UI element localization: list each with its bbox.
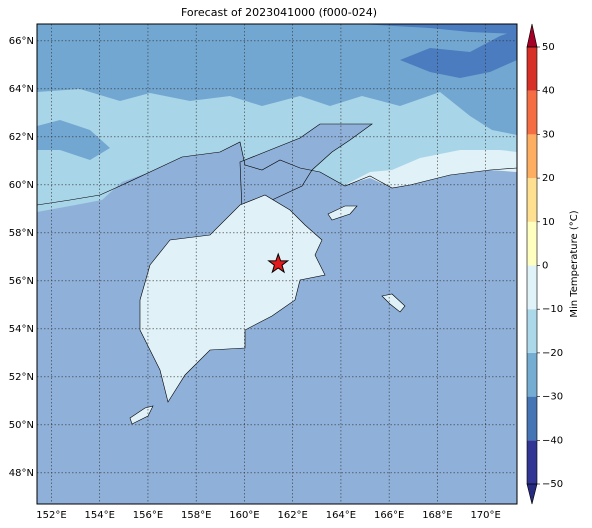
colder-patch bbox=[37, 120, 110, 160]
island bbox=[381, 293, 406, 313]
y-tick-label: 56°N bbox=[9, 276, 34, 287]
colorbar-tick-label: 0 bbox=[542, 261, 548, 272]
map-fill bbox=[37, 24, 517, 504]
y-tick-label: 66°N bbox=[9, 36, 34, 47]
colorbar-tick-label: −20 bbox=[542, 348, 563, 359]
colorbar-label: Min Temperature (°C) bbox=[569, 210, 580, 317]
x-tick-label: 168°E bbox=[422, 510, 452, 521]
colorbar-segment bbox=[527, 134, 537, 179]
colorbar-segment bbox=[527, 47, 537, 91]
y-tick-label: 50°N bbox=[9, 420, 34, 431]
colorbar-tick-label: −10 bbox=[542, 304, 563, 315]
y-tick-label: 62°N bbox=[9, 132, 34, 143]
coastline bbox=[37, 141, 517, 206]
y-tick-label: 64°N bbox=[9, 84, 34, 95]
colorbar-tick-label: 10 bbox=[542, 217, 555, 228]
x-tick-label: 166°E bbox=[374, 510, 404, 521]
colorbar-segment bbox=[527, 396, 537, 441]
colorbar-segment bbox=[527, 178, 537, 222]
x-tick-label: 170°E bbox=[470, 510, 500, 521]
y-tick-label: 58°N bbox=[9, 228, 34, 239]
y-tick-label: 52°N bbox=[9, 372, 34, 383]
colorbar-segment bbox=[527, 221, 537, 266]
x-tick-label: 152°E bbox=[36, 510, 66, 521]
y-tick-label: 48°N bbox=[9, 468, 34, 479]
colorbar-segment bbox=[527, 90, 537, 135]
x-tick-label: 160°E bbox=[229, 510, 259, 521]
colorbar-tick-label: 30 bbox=[542, 129, 555, 140]
colorbar-tick-label: −50 bbox=[542, 479, 563, 490]
colorbar-segment bbox=[527, 265, 537, 310]
island bbox=[129, 405, 154, 425]
colorbar-segment bbox=[527, 352, 537, 397]
x-tick-label: 158°E bbox=[181, 510, 211, 521]
x-tick-label: 162°E bbox=[277, 510, 307, 521]
location-marker bbox=[267, 252, 290, 274]
colorbar-tick-label: 50 bbox=[542, 42, 555, 53]
x-tick-label: 156°E bbox=[133, 510, 163, 521]
x-tick-label: 154°E bbox=[85, 510, 115, 521]
coldest-patch bbox=[360, 24, 517, 34]
mild-band bbox=[345, 150, 517, 188]
x-tick-label: 164°E bbox=[326, 510, 356, 521]
grid bbox=[37, 24, 517, 504]
colorbar-extend-high bbox=[526, 23, 538, 48]
colorbar-tick-label: 40 bbox=[542, 86, 555, 97]
colder-band bbox=[37, 24, 517, 135]
island bbox=[327, 205, 358, 221]
colorbar-tick-label: −30 bbox=[542, 392, 563, 403]
map-title: Forecast of 2023041000 (f000-024) bbox=[181, 6, 377, 19]
y-tick-label: 60°N bbox=[9, 180, 34, 191]
coldest-patch bbox=[400, 30, 517, 78]
colorbar-segment bbox=[527, 440, 537, 484]
colorbar-tick-label: 20 bbox=[542, 173, 555, 184]
colorbar-extend-low bbox=[526, 483, 538, 505]
map-frame bbox=[36, 23, 518, 505]
colorbar-segment bbox=[527, 309, 537, 353]
colorbar-tick-label: −40 bbox=[542, 435, 563, 446]
y-tick-label: 54°N bbox=[9, 324, 34, 335]
peninsula bbox=[139, 194, 326, 403]
